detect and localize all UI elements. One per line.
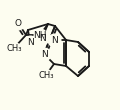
Text: N: N [51,36,57,45]
Text: N: N [39,34,45,42]
Text: N: N [27,38,33,47]
Text: CH₃: CH₃ [38,71,54,80]
Text: NH: NH [33,30,47,39]
Text: N: N [41,50,47,59]
Text: O: O [15,18,21,28]
Text: CH₃: CH₃ [6,43,22,52]
